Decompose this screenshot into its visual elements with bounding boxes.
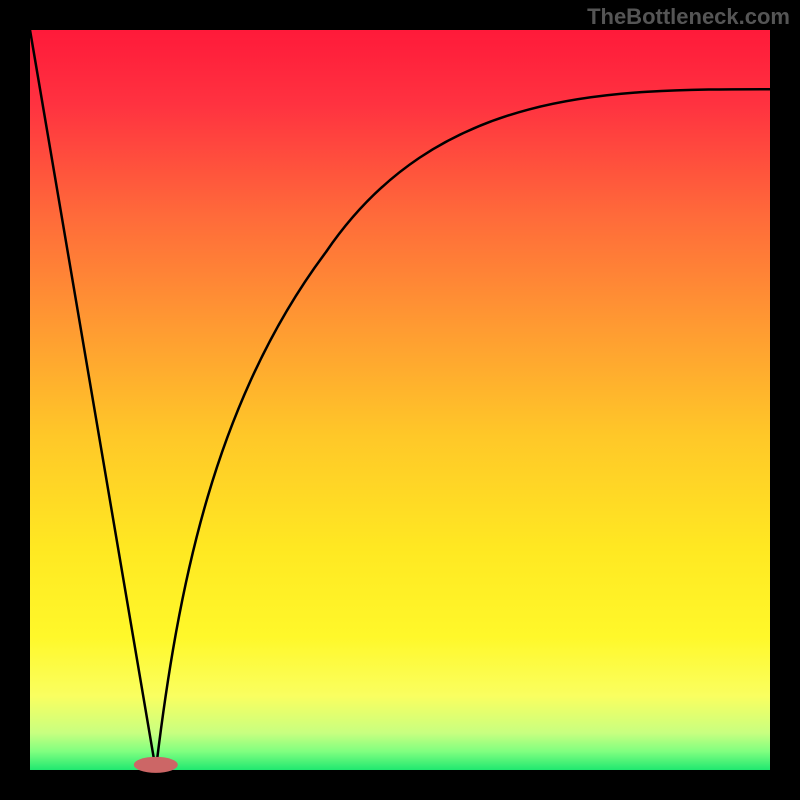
watermark-text: TheBottleneck.com [587, 4, 790, 30]
bottleneck-chart [0, 0, 800, 800]
optimal-marker [134, 757, 178, 773]
plot-background [30, 30, 770, 770]
